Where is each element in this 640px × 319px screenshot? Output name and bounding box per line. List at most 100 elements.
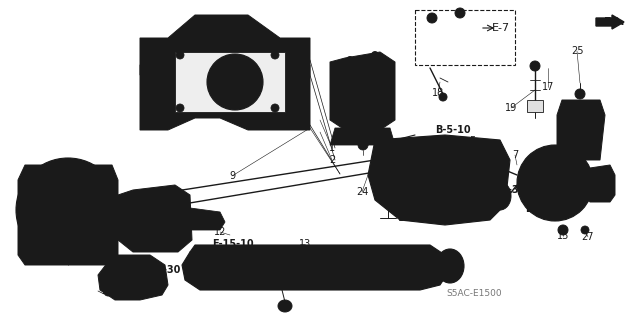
- Polygon shape: [49, 182, 68, 210]
- Circle shape: [458, 189, 465, 196]
- Circle shape: [271, 51, 279, 59]
- Circle shape: [566, 144, 574, 152]
- Circle shape: [427, 168, 447, 188]
- Polygon shape: [68, 183, 89, 210]
- Polygon shape: [140, 58, 155, 75]
- Text: 16: 16: [567, 146, 579, 156]
- Circle shape: [581, 226, 589, 234]
- Circle shape: [30, 172, 106, 248]
- Text: 6: 6: [486, 165, 492, 175]
- Circle shape: [210, 21, 220, 31]
- Text: 15: 15: [557, 231, 569, 241]
- Circle shape: [589, 144, 597, 152]
- Polygon shape: [68, 210, 100, 222]
- Circle shape: [227, 74, 243, 90]
- Text: 5: 5: [469, 136, 475, 146]
- Circle shape: [339, 68, 347, 76]
- Polygon shape: [182, 245, 450, 290]
- Circle shape: [207, 54, 263, 110]
- Polygon shape: [18, 165, 118, 265]
- Polygon shape: [585, 165, 615, 202]
- Text: 17: 17: [542, 82, 554, 92]
- Circle shape: [530, 61, 540, 71]
- Circle shape: [40, 182, 46, 188]
- Text: 19: 19: [505, 103, 517, 113]
- Circle shape: [16, 158, 120, 262]
- Ellipse shape: [441, 254, 459, 278]
- Polygon shape: [98, 255, 168, 300]
- Circle shape: [590, 175, 610, 195]
- Bar: [415, 10, 515, 65]
- Circle shape: [348, 76, 376, 104]
- Circle shape: [271, 104, 279, 112]
- Ellipse shape: [358, 131, 366, 141]
- Circle shape: [439, 93, 447, 101]
- Circle shape: [217, 64, 253, 100]
- Text: 4: 4: [65, 233, 71, 243]
- Text: 13: 13: [299, 239, 311, 249]
- Polygon shape: [140, 15, 310, 130]
- FancyArrow shape: [596, 15, 624, 29]
- Text: 18: 18: [432, 88, 444, 98]
- Text: 21: 21: [455, 191, 467, 201]
- Circle shape: [405, 146, 469, 210]
- Circle shape: [427, 13, 437, 23]
- Text: 31: 31: [37, 180, 49, 190]
- Ellipse shape: [372, 131, 380, 141]
- Circle shape: [433, 146, 440, 153]
- Text: 9: 9: [229, 171, 235, 181]
- Text: 25: 25: [100, 286, 113, 296]
- Circle shape: [65, 207, 71, 213]
- Text: 3: 3: [40, 253, 46, 263]
- Text: 20: 20: [580, 170, 592, 180]
- Circle shape: [371, 51, 378, 58]
- Polygon shape: [192, 255, 435, 280]
- Text: B-5-10: B-5-10: [435, 125, 471, 135]
- Polygon shape: [190, 208, 225, 230]
- Circle shape: [519, 180, 525, 186]
- Circle shape: [176, 51, 184, 59]
- Text: 2: 2: [329, 155, 335, 165]
- Text: 22: 22: [356, 138, 369, 148]
- Circle shape: [552, 147, 558, 153]
- Ellipse shape: [278, 300, 292, 312]
- Text: 10: 10: [277, 253, 289, 263]
- Ellipse shape: [436, 249, 464, 283]
- Circle shape: [575, 89, 585, 99]
- Circle shape: [552, 213, 558, 219]
- Circle shape: [409, 189, 416, 196]
- Text: B-5-10: B-5-10: [525, 204, 561, 214]
- Circle shape: [566, 108, 574, 116]
- Circle shape: [517, 145, 593, 221]
- Bar: [527, 100, 543, 112]
- Polygon shape: [35, 210, 68, 219]
- Text: 8: 8: [385, 200, 391, 210]
- Text: 25: 25: [571, 46, 583, 56]
- Polygon shape: [67, 210, 70, 244]
- Text: 29: 29: [466, 160, 478, 170]
- Circle shape: [346, 56, 353, 63]
- Polygon shape: [557, 100, 605, 160]
- Ellipse shape: [489, 182, 511, 210]
- Ellipse shape: [145, 204, 165, 232]
- Polygon shape: [295, 58, 310, 75]
- Circle shape: [463, 156, 487, 180]
- Text: 26: 26: [389, 245, 401, 255]
- Ellipse shape: [139, 197, 171, 239]
- Text: 11: 11: [398, 213, 410, 223]
- Circle shape: [358, 140, 368, 150]
- Text: 7: 7: [512, 150, 518, 160]
- Circle shape: [205, 16, 225, 36]
- Text: 23: 23: [343, 67, 355, 77]
- Text: 21: 21: [155, 205, 167, 215]
- Ellipse shape: [493, 187, 507, 205]
- Circle shape: [558, 225, 568, 235]
- Circle shape: [356, 84, 368, 96]
- Circle shape: [176, 104, 184, 112]
- Circle shape: [409, 160, 416, 167]
- Text: 27: 27: [582, 232, 595, 242]
- Circle shape: [589, 108, 597, 116]
- Text: 24: 24: [356, 187, 368, 197]
- Circle shape: [60, 202, 76, 218]
- Text: B-17-30: B-17-30: [483, 185, 525, 195]
